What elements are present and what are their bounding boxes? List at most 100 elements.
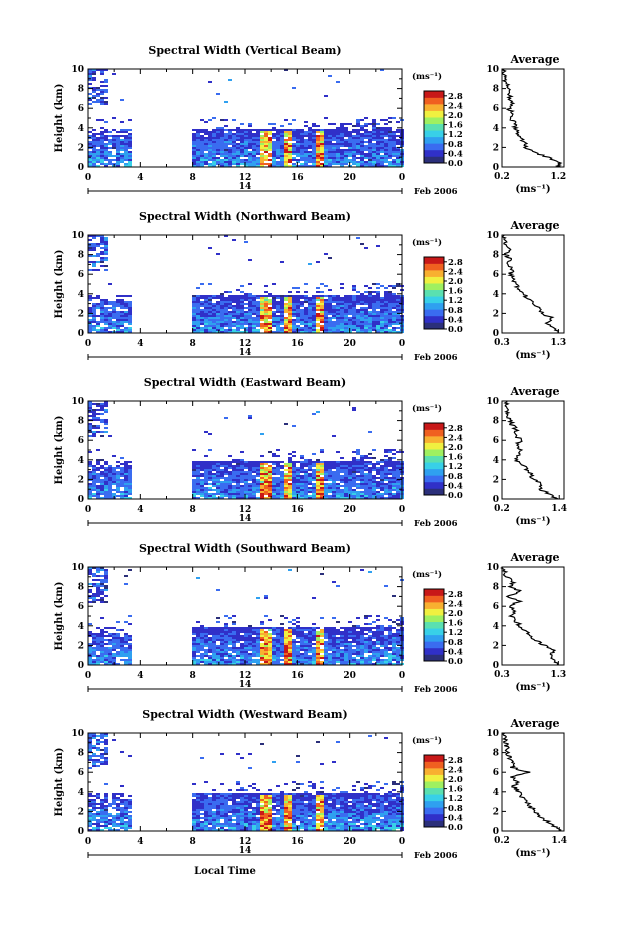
heatmap-cell — [116, 479, 120, 481]
heatmap-cell — [128, 623, 132, 625]
heatmap-cell — [308, 299, 312, 301]
heatmap-cell — [192, 633, 196, 635]
heatmap-cell — [120, 497, 124, 499]
heatmap-cell — [284, 161, 288, 163]
heatmap-cell — [340, 297, 344, 299]
heatmap-cell — [296, 129, 300, 131]
heatmap-cell — [328, 257, 332, 259]
heatmap-cell — [340, 329, 344, 331]
heatmap-cell — [384, 491, 388, 493]
heatmap-cell — [196, 137, 200, 139]
heatmap-cell — [360, 319, 364, 321]
heatmap-cell — [364, 475, 368, 477]
heatmap-cell — [228, 465, 232, 467]
heatmap-cell — [92, 661, 96, 663]
heatmap-cell — [228, 153, 232, 155]
heatmap-cell — [316, 495, 320, 497]
heatmap-cell — [236, 489, 240, 491]
heatmap-cell — [244, 153, 248, 155]
heatmap-cell — [280, 643, 284, 645]
heatmap-cell — [308, 487, 312, 489]
heatmap-cell — [112, 469, 116, 471]
heatmap-cell — [124, 149, 128, 151]
heatmap-cell — [260, 623, 264, 625]
heatmap-cell — [356, 121, 360, 123]
heatmap-cell — [296, 313, 300, 315]
heatmap-cell — [232, 163, 236, 165]
heatmap-cell — [328, 307, 332, 309]
heatmap-cell — [212, 329, 216, 331]
heatmap-cell — [240, 651, 244, 653]
heatmap-cell — [360, 455, 364, 457]
heatmap-cell — [296, 663, 300, 665]
heatmap-cell — [120, 315, 124, 317]
heatmap-cell — [280, 331, 284, 333]
heatmap-cell — [220, 475, 224, 477]
heatmap-cell — [96, 635, 100, 637]
heatmap-cell — [316, 641, 320, 643]
heatmap-cell — [384, 469, 388, 471]
heatmap-cell — [320, 319, 324, 321]
heatmap-cell — [88, 73, 92, 75]
heatmap-cell — [256, 149, 260, 151]
heatmap-cell — [308, 313, 312, 315]
heatmap-cell — [260, 639, 264, 641]
heatmap-cell — [216, 497, 220, 499]
heatmap-cell — [232, 473, 236, 475]
heatmap-cell — [216, 631, 220, 633]
heatmap-cell — [340, 475, 344, 477]
heatmap-cell — [304, 315, 308, 317]
heatmap-cell — [120, 301, 124, 303]
heatmap-cell — [292, 451, 296, 453]
heatmap-cell — [376, 301, 380, 303]
heatmap-cell — [388, 477, 392, 479]
heatmap-cell — [208, 657, 212, 659]
heatmap-cell — [92, 425, 96, 427]
heatmap-cell — [312, 323, 316, 325]
heatmap-cell — [276, 135, 280, 137]
heatmap-cell — [100, 315, 104, 317]
heatmap-cell — [200, 153, 204, 155]
heatmap-cell — [236, 491, 240, 493]
heatmap-cell — [388, 127, 392, 129]
heatmap-cell — [244, 129, 248, 131]
heatmap-cell — [192, 653, 196, 655]
heatmap-cell — [344, 299, 348, 301]
heatmap-cell — [280, 471, 284, 473]
heatmap-cell — [376, 139, 380, 141]
heatmap-cell — [276, 461, 280, 463]
heatmap-cell — [204, 659, 208, 661]
heatmap-cell — [364, 455, 368, 457]
heatmap-cell — [216, 331, 220, 333]
heatmap-cell — [380, 489, 384, 491]
heatmap-cell — [224, 159, 228, 161]
heatmap-cell — [104, 237, 108, 239]
heatmap-cell — [308, 311, 312, 313]
heatmap-cell — [100, 403, 104, 405]
heatmap-cell — [376, 473, 380, 475]
heatmap-cell — [104, 149, 108, 151]
heatmap-cell — [228, 655, 232, 657]
heatmap-cell — [208, 331, 212, 333]
heatmap-cell — [284, 147, 288, 149]
heatmap-cell — [112, 653, 116, 655]
heatmap-cell — [196, 577, 200, 579]
heatmap-cell — [304, 297, 308, 299]
heatmap-cell — [364, 489, 368, 491]
heatmap-cell — [288, 295, 292, 297]
heatmap-cell — [336, 487, 340, 489]
y-tick-label: 10 — [71, 231, 84, 241]
heatmap-cell — [260, 317, 264, 319]
heatmap-cell — [328, 323, 332, 325]
heatmap-cell — [192, 491, 196, 493]
heatmap-cell — [220, 127, 224, 129]
heatmap-cell — [104, 469, 108, 471]
heatmap-cell — [268, 331, 272, 333]
heatmap-cell — [300, 495, 304, 497]
heatmap-cell — [392, 297, 396, 299]
heatmap-cell — [336, 329, 340, 331]
heatmap-cell — [344, 463, 348, 465]
heatmap-cell — [292, 619, 296, 621]
heatmap-cell — [264, 635, 268, 637]
heatmap-cell — [232, 469, 236, 471]
